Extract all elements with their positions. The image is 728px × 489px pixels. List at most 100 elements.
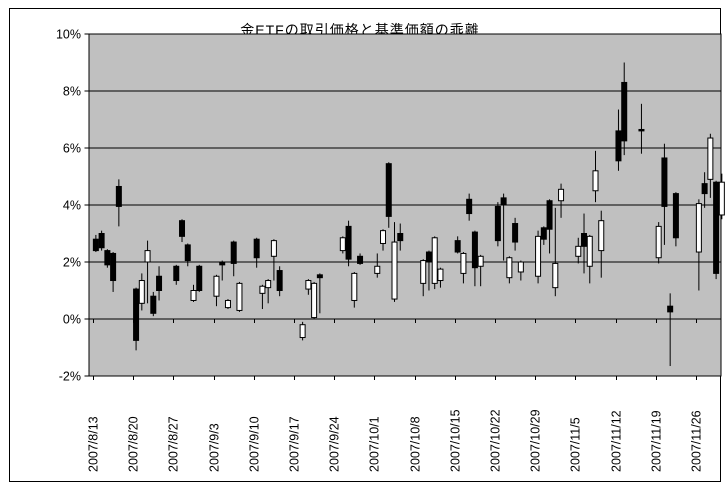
candle-body: [477, 255, 484, 267]
candle-2007/9/7: [236, 281, 243, 312]
candle-2007/11/1: [552, 207, 559, 297]
candle-2007/11/8: [592, 150, 599, 203]
y-axis-label: -2%: [59, 370, 81, 384]
candle-body: [236, 282, 243, 311]
candle-body: [196, 265, 203, 291]
x-axis-label: 2007/11/19: [650, 410, 664, 472]
candle-body: [431, 237, 438, 284]
candle-2007/9/21: [316, 273, 323, 314]
candle-2007/8/31: [196, 264, 203, 292]
x-axis-label: 2007/8/27: [167, 416, 181, 472]
candle-2007/11/28: [707, 133, 714, 198]
candle-body: [615, 130, 622, 162]
candle-body: [345, 225, 352, 260]
candle-2007/11/5: [575, 237, 582, 264]
candle-2007/10/16: [460, 252, 467, 284]
candle-body: [224, 299, 231, 309]
candle-2007/10/19: [477, 254, 484, 287]
candle-2007/8/16: [110, 252, 117, 292]
candle-body: [150, 295, 157, 314]
candle-2007/9/5: [224, 299, 231, 310]
candlestick-chart: 10% 8% 6% 4% 2% 0% -2% 2007/8/13 2007/8/20 2007/8…: [56, 28, 725, 472]
candle-2007/9/20: [311, 281, 318, 319]
candle-body: [598, 220, 605, 252]
candle-body: [638, 128, 645, 132]
x-axis-label: 2007/9/3: [208, 423, 222, 472]
candle-body: [316, 274, 323, 279]
candle-2007/10/15: [454, 236, 461, 254]
candle-2007/11/16: [638, 103, 645, 154]
candle-body: [437, 268, 444, 282]
x-axis-label: 2007/10/8: [409, 416, 423, 472]
candle-2007/10/1: [374, 253, 381, 278]
candle-body: [460, 252, 467, 274]
candle-2007/11/2: [558, 183, 565, 218]
candle-body: [454, 240, 461, 253]
candle-body: [110, 252, 117, 282]
candle-2007/10/23: [500, 193, 507, 261]
candle-2007/11/13: [621, 62, 628, 156]
candle-2007/9/13: [270, 239, 277, 281]
candle-body: [718, 181, 725, 216]
candle-body: [695, 203, 702, 253]
candle-body: [357, 255, 364, 264]
candle-body: [385, 163, 392, 217]
candle-2007/8/23: [150, 291, 157, 317]
candle-body: [575, 245, 582, 257]
candle-body: [339, 237, 346, 252]
candle-2007/11/22: [672, 192, 679, 247]
candle-body: [701, 183, 708, 195]
candle-2007/11/29: [713, 180, 720, 280]
candle-2007/10/9: [420, 259, 427, 297]
candle-body: [558, 188, 565, 202]
candle-body: [299, 324, 306, 339]
candle-body: [506, 257, 513, 279]
candle-body: [420, 260, 427, 284]
x-axis-label: 2007/9/10: [248, 416, 262, 472]
candle-body: [397, 233, 404, 242]
candle-2007/10/10: [425, 250, 432, 291]
candle-body: [581, 233, 588, 247]
candle-2007/11/26: [695, 199, 702, 291]
candle-body: [259, 285, 266, 294]
y-axis-label: 8%: [63, 85, 81, 99]
candle-body: [655, 225, 662, 259]
candle-body: [184, 244, 191, 262]
candle-2007/9/18: [299, 321, 306, 341]
candle-2007/10/25: [512, 217, 519, 251]
candle-body: [265, 280, 272, 289]
candle-2007/10/11: [431, 236, 438, 290]
candle-body: [586, 235, 593, 267]
candle-2007/11/12: [615, 109, 622, 171]
x-axis-label: 2007/10/29: [529, 409, 543, 472]
candle-body: [425, 251, 432, 263]
candle-2007/9/6: [230, 240, 237, 277]
candle-body: [190, 290, 197, 301]
x-axis-label: 2007/10/15: [449, 409, 463, 472]
candle-body: [115, 185, 122, 207]
candle-2007/8/17: [115, 179, 122, 227]
candle-2007/10/30: [540, 226, 547, 245]
candle-2007/8/27: [173, 264, 180, 285]
candle-body: [466, 198, 473, 215]
candle-body: [104, 250, 111, 266]
candle-2007/11/7: [586, 234, 593, 284]
x-axis-label: 2007/8/13: [87, 416, 101, 472]
candle-2007/9/11: [259, 284, 266, 310]
candle-body: [707, 137, 714, 180]
candle-2007/9/27: [351, 271, 358, 308]
candle-body: [540, 227, 547, 240]
candle-body: [219, 261, 226, 266]
candle-body: [667, 305, 674, 313]
candle-body: [517, 261, 524, 273]
y-axis-label: 0%: [63, 313, 81, 327]
candle-body: [512, 223, 519, 243]
candle-2007/10/31: [546, 199, 553, 254]
candle-body: [311, 282, 318, 319]
candle-body: [713, 181, 720, 274]
candle-body: [592, 170, 599, 192]
candle-body: [672, 193, 679, 239]
candle-2007/9/10: [253, 237, 260, 268]
candle-body: [179, 220, 186, 237]
candle-2007/8/30: [190, 284, 197, 302]
